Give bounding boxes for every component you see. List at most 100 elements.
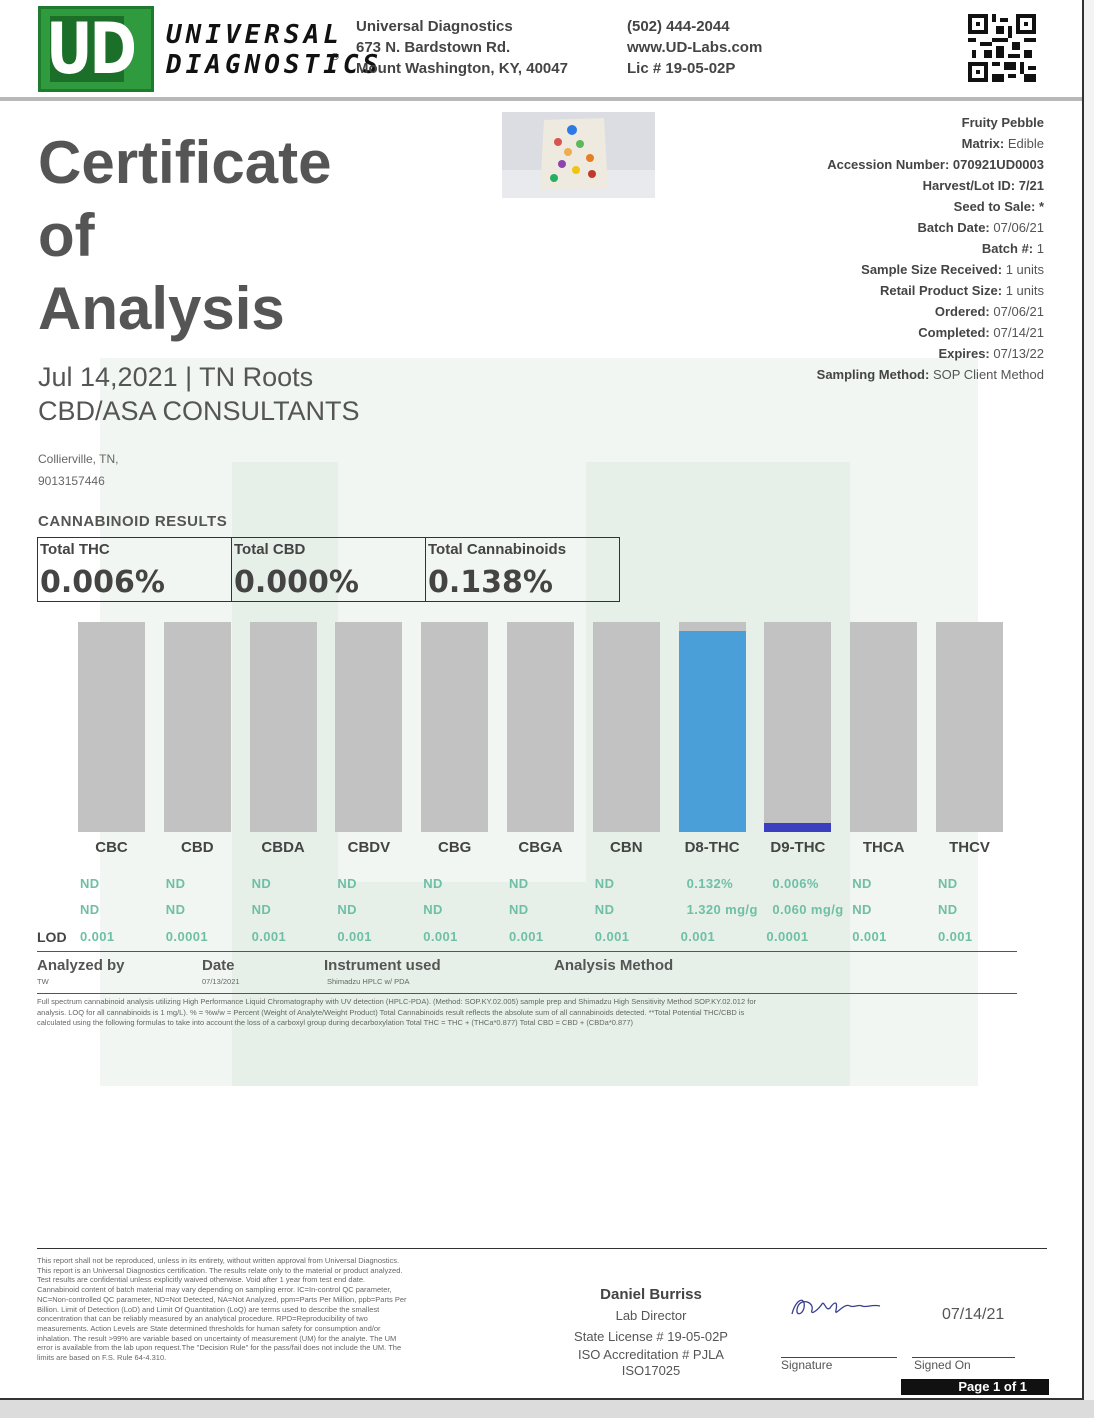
disclaimer-line: Test results are confidential unless exp…: [37, 1275, 366, 1285]
chart-category-label: CBC: [95, 839, 128, 856]
chart-percent-value: ND: [852, 876, 872, 891]
chart-category-label: D8-THC: [684, 839, 740, 856]
lab-address-city: Mount Washington, KY, 40047: [356, 60, 568, 77]
chart-category-label: THCV: [949, 839, 990, 856]
disclaimer-line: inhalation. The result >99% are variable…: [37, 1333, 397, 1343]
chart-mg-value: ND: [80, 902, 100, 917]
header-divider: [0, 97, 1082, 101]
iso-standard: ISO17025: [621, 1363, 681, 1378]
analyzed-by-value: TW: [37, 977, 49, 986]
signature-label: Signature: [781, 1358, 833, 1372]
instrument-header: Instrument used: [324, 957, 441, 974]
chart-lod-value: 0.001: [852, 929, 887, 944]
disclaimer-line: This report is an Universal Diagnostics …: [37, 1265, 403, 1275]
chart-percent-value: ND: [509, 876, 529, 891]
chart-mg-value: ND: [337, 902, 357, 917]
chart-mg-value: ND: [852, 902, 872, 917]
chart-lod-value: 0.001: [80, 929, 115, 944]
total-cannabinoids-value: 0.138%: [428, 565, 553, 600]
chart-bar-cbga: [507, 622, 574, 832]
iso-accreditation: ISO Accreditation # PJLA: [578, 1347, 724, 1362]
meta-row: Ordered: 07/06/21: [934, 304, 1044, 319]
meta-row: Retail Product Size: 1 units: [879, 283, 1044, 298]
report-date-client: Jul 14,2021 | TN Roots: [38, 362, 314, 392]
chart-bar-fill-d9-thc: [764, 822, 832, 832]
meta-row: Accession Number: 070921UD0003: [827, 157, 1044, 172]
total-cbd-value: 0.000%: [234, 565, 359, 600]
chart-percent-value: ND: [423, 876, 443, 891]
chart-percent-value: ND: [337, 876, 357, 891]
chart-bar-d8-thc: [678, 622, 746, 832]
chart-lod-value: 0.001: [594, 929, 630, 944]
method-note-line: analysis. LOQ for all cannabinoids is 1 …: [37, 1007, 745, 1017]
lab-director-block: Daniel Burriss Lab Director State Licens…: [551, 1284, 751, 1379]
date-value: 07/13/2021: [202, 977, 240, 986]
chart-percent-value: ND: [165, 876, 186, 891]
chart-percent-value: 0.132%: [686, 876, 734, 891]
client-city: Collierville, TN,: [38, 452, 119, 466]
disclaimer-line: measurements. Action Levels are State de…: [37, 1323, 381, 1333]
chart-bar-cbc: [78, 622, 145, 832]
chart-bar-fill-d8-thc: [678, 631, 746, 832]
meta-row: Harvest/Lot ID: 7/21: [922, 178, 1044, 193]
signed-on-label: Signed On: [914, 1358, 971, 1372]
meta-row: Batch #: 1: [981, 241, 1044, 256]
lab-website: www.UD-Labs.com: [627, 39, 763, 56]
chart-bar-thca: [850, 622, 918, 832]
chart-category-label: CBDV: [347, 839, 391, 856]
disclaimer-line: This report shall not be reproduced, unl…: [37, 1256, 400, 1265]
total-cbd-label: Total CBD: [234, 541, 306, 558]
instrument-value: Shimadzu HPLC w/ PDA: [327, 977, 410, 986]
meta-row: Expires: 07/13/22: [938, 346, 1044, 361]
chart-lod-value: 0.001: [251, 929, 287, 944]
page-frame: [0, 0, 1084, 1400]
chart-lod-value: 0.0001: [165, 929, 208, 944]
meta-row: Sampling Method: SOP Client Method: [816, 367, 1044, 382]
product-photo: [502, 112, 655, 198]
chart-mg-value: ND: [938, 902, 958, 917]
total-cannabinoids-label: Total Cannabinoids: [428, 541, 567, 558]
lab-address-street: 673 N. Bardstown Rd.: [356, 39, 511, 56]
lod-label: LOD: [37, 929, 67, 945]
disclaimer-line: Billion. Limit of Detection (LoD) and Li…: [37, 1304, 380, 1314]
total-cbd-box: Total CBD 0.000%: [231, 537, 426, 602]
chart-mg-value: ND: [509, 902, 529, 917]
chart-bar-cbda: [249, 622, 317, 832]
lab-address-block: Universal Diagnostics 673 N. Bardstown R…: [356, 16, 568, 79]
page-edge-bottom: [0, 1400, 1094, 1418]
chart-percent-value: ND: [938, 876, 958, 891]
chart-category-label: CBN: [610, 839, 643, 856]
method-notes: Full spectrum cannabinoid analysis utili…: [37, 997, 1017, 1029]
chart-lod-value: 0.001: [423, 929, 458, 944]
title-line3: Analysis: [38, 275, 285, 342]
chart-mg-value: ND: [594, 902, 615, 917]
client-phone: 9013157446: [38, 474, 105, 488]
chart-percent-value: ND: [594, 876, 615, 891]
page-indicator: Page 1 of 1: [901, 1379, 1049, 1395]
disclaimer-line: concentration that can be reliably measu…: [37, 1314, 368, 1324]
lab-license: Lic # 19-05-02P: [627, 60, 736, 77]
disclaimer-line: NC=Non-controlled QC parameter, ND=Not D…: [37, 1294, 407, 1304]
total-thc-value: 0.006%: [40, 565, 165, 600]
chart-category-label: CBGA: [518, 839, 563, 856]
total-thc-box: Total THC 0.006%: [37, 537, 232, 602]
chart-mg-value: ND: [251, 902, 272, 917]
signature-line: [781, 1357, 897, 1358]
disclaimer-line: limits are based on F.S. Rule 64-4.310.: [37, 1353, 167, 1363]
title-line1: Certificate: [38, 129, 332, 196]
analysis-method-header: Analysis Method: [554, 957, 674, 974]
chart-bar-d9-thc: [764, 622, 832, 832]
lab-phone: (502) 444-2044: [627, 18, 730, 35]
disclaimer-line: Cannabinoid content of batch material ma…: [37, 1285, 392, 1295]
chart-category-label: D9-THC: [770, 839, 826, 856]
brand-name-line1: UNIVERSAL: [166, 20, 343, 50]
chart-mg-value: 1.320 mg/g: [686, 902, 758, 917]
state-license: State License # 19-05-02P: [574, 1329, 728, 1344]
lab-contact-block: (502) 444-2044 www.UD-Labs.com Lic # 19-…: [627, 16, 762, 79]
chart-category-label: CBD: [181, 839, 214, 856]
registered-mark: ®: [330, 52, 340, 63]
chart-lod-value: 0.001: [938, 929, 973, 944]
chart-bar-cbn: [592, 622, 660, 832]
cannabinoid-results-heading: CANNABINOID RESULTS: [38, 513, 228, 530]
title-line2: of: [38, 202, 95, 269]
